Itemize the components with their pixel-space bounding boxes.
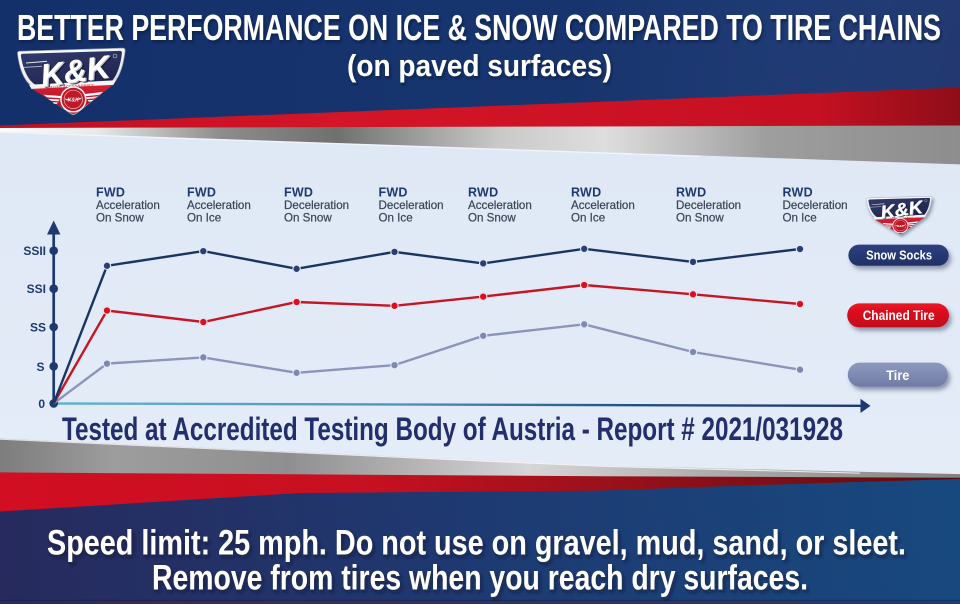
- svg-text:(on paved surfaces): (on paved surfaces): [347, 48, 612, 83]
- svg-text:Deceleration: Deceleration: [783, 199, 848, 212]
- svg-text:Acceleration: Acceleration: [187, 199, 251, 212]
- svg-text:On Snow: On Snow: [96, 212, 144, 225]
- svg-text:Tire: Tire: [886, 367, 909, 383]
- svg-text:SSII: SSII: [23, 244, 46, 258]
- svg-text:Deceleration: Deceleration: [284, 199, 349, 212]
- svg-text:0: 0: [38, 397, 45, 411]
- svg-text:Speed limit: 25 mph. Do not us: Speed limit: 25 mph. Do not use on grave…: [47, 524, 906, 563]
- svg-text:Chained Tire: Chained Tire: [863, 307, 935, 323]
- svg-text:RWD: RWD: [783, 186, 813, 200]
- svg-text:On Snow: On Snow: [676, 212, 724, 225]
- svg-text:On Ice: On Ice: [379, 212, 413, 225]
- svg-text:FWD: FWD: [96, 186, 125, 200]
- svg-text:FWD: FWD: [284, 186, 313, 200]
- svg-text:SSI: SSI: [27, 282, 46, 296]
- svg-text:Tested at Accredited Testing B: Tested at Accredited Testing Body of Aus…: [62, 411, 843, 447]
- svg-text:Acceleration: Acceleration: [468, 199, 532, 212]
- svg-text:On Ice: On Ice: [187, 212, 221, 225]
- svg-text:Acceleration: Acceleration: [571, 199, 635, 212]
- svg-text:Deceleration: Deceleration: [379, 199, 444, 212]
- svg-text:FWD: FWD: [187, 186, 216, 200]
- svg-text:Snow Socks: Snow Socks: [866, 247, 932, 262]
- svg-text:On Ice: On Ice: [571, 212, 605, 225]
- svg-text:RWD: RWD: [571, 186, 601, 200]
- svg-text:FWD: FWD: [379, 186, 408, 200]
- svg-text:On Snow: On Snow: [468, 212, 516, 225]
- svg-text:On Ice: On Ice: [783, 212, 817, 225]
- svg-text:SS: SS: [30, 321, 46, 335]
- svg-text:RWD: RWD: [468, 186, 498, 200]
- svg-text:RWD: RWD: [676, 186, 706, 200]
- svg-text:On Snow: On Snow: [284, 212, 332, 225]
- svg-text:S: S: [36, 360, 44, 374]
- svg-text:BETTER PERFORMANCE ON ICE & SN: BETTER PERFORMANCE ON ICE & SNOW COMPARE…: [17, 7, 941, 48]
- svg-text:Deceleration: Deceleration: [676, 199, 741, 212]
- svg-text:Acceleration: Acceleration: [96, 199, 160, 212]
- svg-text:Remove from tires when you rea: Remove from tires when you reach dry sur…: [152, 559, 808, 598]
